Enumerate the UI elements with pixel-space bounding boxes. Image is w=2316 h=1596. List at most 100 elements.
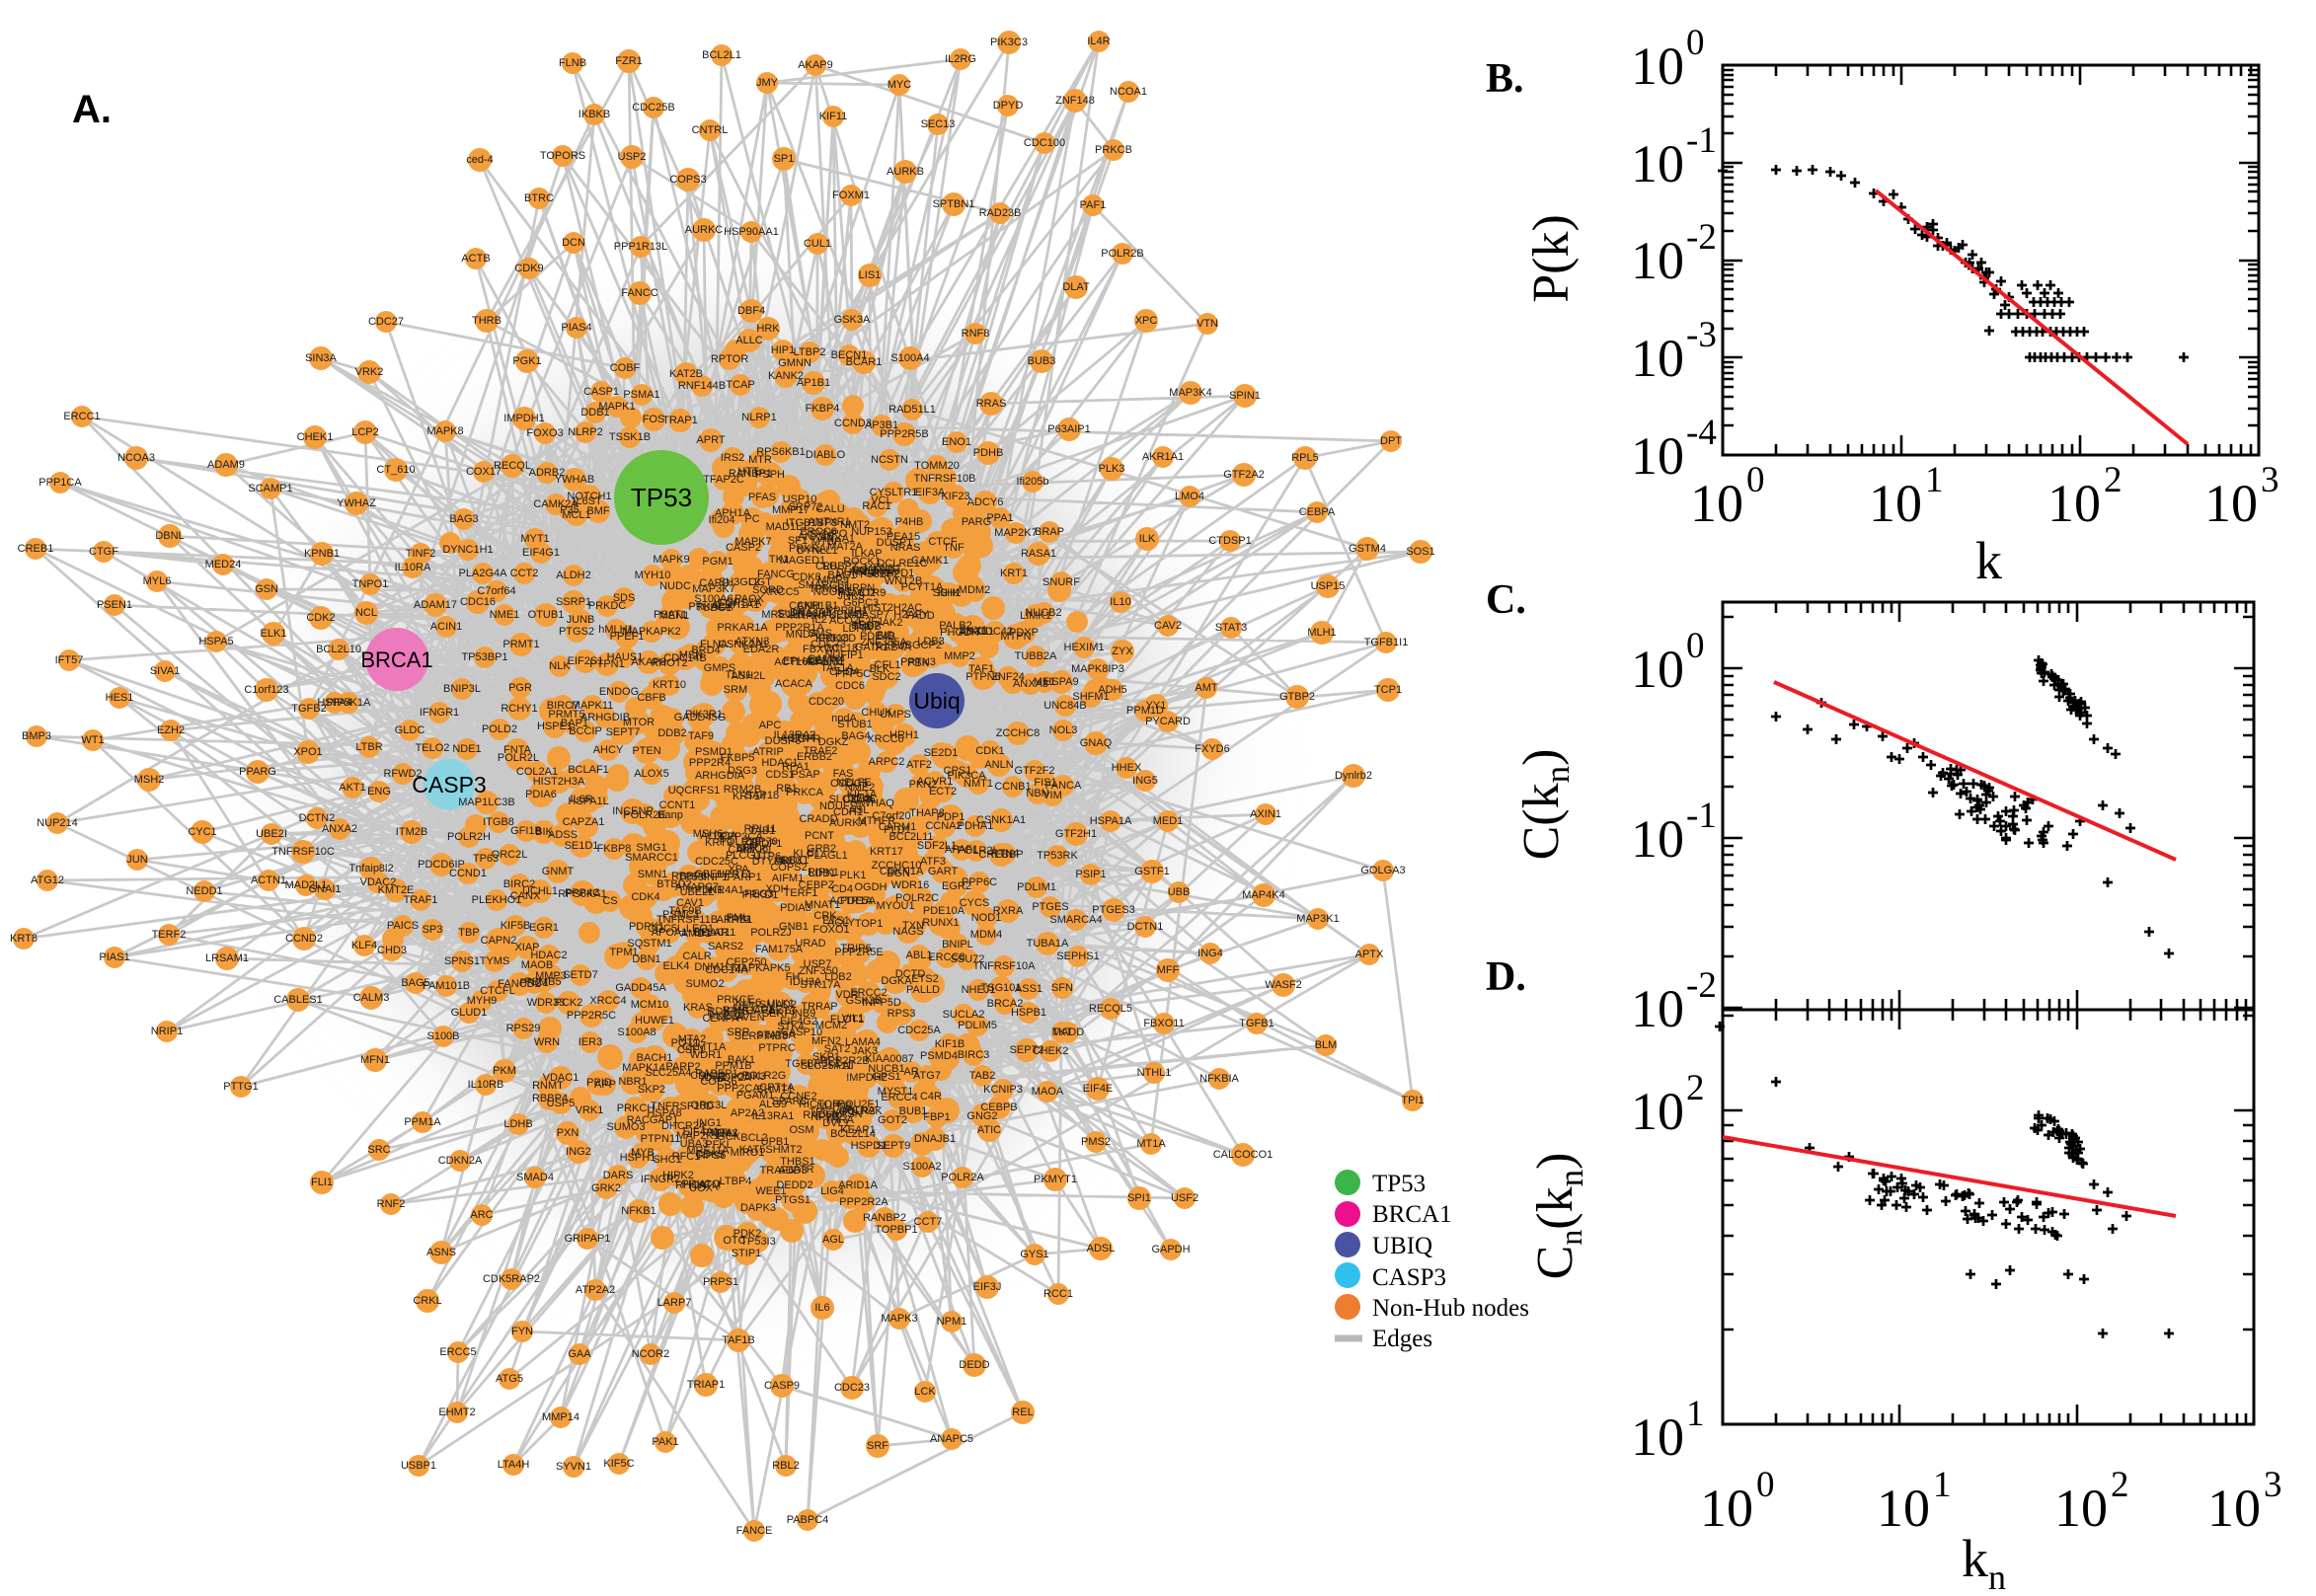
svg-text:GNAQ: GNAQ: [1080, 737, 1113, 749]
svg-text:EIF2S1: EIF2S1: [568, 655, 604, 667]
svg-text:SEPHS1: SEPHS1: [1056, 950, 1099, 962]
svg-text:CCT7: CCT7: [914, 1216, 943, 1228]
svg-text:NRAS: NRAS: [890, 542, 921, 554]
svg-text:10: 10: [1631, 1407, 1684, 1467]
svg-text:k: k: [1975, 531, 2002, 590]
svg-text:DEDD2: DEDD2: [776, 1179, 812, 1191]
svg-text:DSG3: DSG3: [728, 765, 757, 777]
svg-text:NME1: NME1: [490, 609, 520, 621]
svg-text:ARC: ARC: [470, 1209, 493, 1221]
svg-text:GOLGA3: GOLGA3: [1360, 865, 1405, 876]
svg-text:10: 10: [1631, 231, 1684, 290]
svg-text:AP3B1: AP3B1: [865, 419, 898, 431]
svg-text:GRK2: GRK2: [591, 1182, 621, 1194]
svg-text:BCCIP: BCCIP: [569, 725, 602, 737]
svg-text:MAP3K1: MAP3K1: [1296, 913, 1339, 925]
svg-text:P63AIP1: P63AIP1: [1047, 423, 1090, 435]
svg-text:2: 2: [1686, 1068, 1705, 1108]
svg-text:PKM: PKM: [493, 1065, 516, 1077]
svg-text:TOPORS: TOPORS: [540, 150, 585, 162]
svg-text:ABCB1: ABCB1: [959, 626, 994, 638]
svg-text:ITM2B: ITM2B: [396, 826, 427, 838]
svg-text:ABL1: ABL1: [906, 950, 933, 961]
svg-text:ELK1: ELK1: [261, 628, 287, 640]
svg-text:MSH2: MSH2: [134, 774, 165, 786]
svg-text:CDK5RAP2: CDK5RAP2: [483, 1273, 540, 1285]
svg-text:LCK: LCK: [914, 1386, 936, 1398]
svg-text:S100B: S100B: [426, 1030, 459, 1042]
svg-text:APAF1: APAF1: [945, 844, 978, 856]
svg-text:RPS29: RPS29: [506, 1023, 541, 1034]
svg-text:DARS: DARS: [603, 1170, 634, 1181]
svg-text:MADD: MADD: [1052, 1026, 1084, 1038]
svg-text:TPI1: TPI1: [1401, 1095, 1424, 1106]
svg-text:ATG7: ATG7: [913, 1070, 941, 1082]
svg-text:MYH9: MYH9: [467, 995, 498, 1007]
svg-text:MAP3K4: MAP3K4: [1169, 387, 1211, 399]
svg-text:IRS2: IRS2: [721, 452, 744, 464]
svg-text:PLK3: PLK3: [1099, 463, 1125, 475]
svg-text:FYN: FYN: [511, 1326, 533, 1337]
svg-text:10: 10: [1631, 640, 1684, 699]
svg-text:KIF23: KIF23: [941, 491, 969, 502]
svg-text:ENG: ENG: [367, 786, 391, 798]
svg-text:BCL2L1: BCL2L1: [702, 49, 741, 61]
svg-text:NCL: NCL: [355, 607, 377, 619]
svg-text:KLF4: KLF4: [351, 940, 377, 951]
svg-text:TGFB2: TGFB2: [291, 703, 326, 715]
svg-text:CHD3: CHD3: [377, 945, 407, 956]
svg-text:MDM4: MDM4: [970, 929, 1002, 941]
svg-text:GSTM4: GSTM4: [1349, 543, 1386, 555]
svg-text:RASA1: RASA1: [1021, 548, 1056, 560]
svg-text:MMP17: MMP17: [772, 504, 810, 516]
svg-text:10: 10: [1631, 37, 1684, 96]
svg-text:PABPC4: PABPC4: [787, 1514, 829, 1526]
svg-text:BGN: BGN: [887, 868, 910, 879]
svg-text:ARPC2: ARPC2: [869, 756, 905, 768]
svg-text:UBB: UBB: [1168, 886, 1191, 898]
svg-text:PSAT1: PSAT1: [654, 609, 687, 621]
svg-text:ENDOG: ENDOG: [599, 686, 639, 698]
svg-text:COPS3: COPS3: [669, 174, 706, 186]
svg-text:SFN: SFN: [1051, 982, 1073, 994]
svg-text:NEDD1: NEDD1: [186, 885, 222, 897]
svg-text:PTTG1: PTTG1: [223, 1081, 258, 1093]
svg-text:SDC2: SDC2: [872, 671, 900, 683]
svg-text:NCOA1: NCOA1: [1110, 86, 1147, 98]
svg-text:CASP3: CASP3: [1372, 1264, 1446, 1291]
svg-text:FANCE: FANCE: [736, 1525, 773, 1537]
svg-text:PXN: PXN: [557, 1127, 579, 1139]
svg-text:FOXO3: FOXO3: [526, 427, 563, 439]
svg-text:VIL1: VIL1: [842, 1013, 865, 1025]
svg-text:UQCRFS1: UQCRFS1: [668, 785, 721, 797]
svg-text:0: 0: [1746, 460, 1765, 500]
svg-text:FXYD6: FXYD6: [1195, 743, 1229, 755]
svg-text:TP53RK: TP53RK: [1037, 850, 1078, 862]
svg-text:TAF9: TAF9: [688, 730, 714, 742]
svg-text:GTF2A2: GTF2A2: [1223, 469, 1265, 481]
svg-text:LDHB: LDHB: [503, 1118, 532, 1130]
svg-text:SUMO3: SUMO3: [606, 1121, 645, 1133]
svg-text:KIF1B: KIF1B: [935, 1038, 965, 1050]
svg-text:EIF4G1: EIF4G1: [522, 547, 560, 559]
svg-text:RBL2: RBL2: [772, 1460, 800, 1472]
svg-text:EHMT2: EHMT2: [438, 1406, 475, 1418]
svg-text:ZNF24: ZNF24: [991, 671, 1025, 683]
svg-text:CCNE2: CCNE2: [780, 1091, 816, 1102]
svg-text:PSPH: PSPH: [755, 469, 785, 481]
svg-text:PSMA1: PSMA1: [623, 389, 659, 401]
svg-text:SKP1: SKP1: [812, 1051, 840, 1063]
svg-text:SETD7: SETD7: [563, 969, 597, 981]
svg-text:ATIC: ATIC: [977, 1124, 1001, 1136]
svg-text:LDB1: LDB1: [809, 868, 836, 879]
svg-text:MAPK14: MAPK14: [622, 1062, 664, 1074]
svg-text:ANXA2: ANXA2: [322, 823, 357, 835]
svg-text:PDIA3: PDIA3: [780, 902, 811, 914]
svg-text:LTBR: LTBR: [355, 741, 382, 753]
svg-text:NRIP1: NRIP1: [151, 1026, 183, 1037]
svg-text:3: 3: [2261, 460, 2279, 500]
svg-text:CDK2: CDK2: [306, 612, 335, 624]
svg-text:ASL: ASL: [849, 804, 870, 816]
svg-text:NLRP2: NLRP2: [568, 426, 602, 438]
svg-text:ORC2L: ORC2L: [492, 849, 528, 861]
